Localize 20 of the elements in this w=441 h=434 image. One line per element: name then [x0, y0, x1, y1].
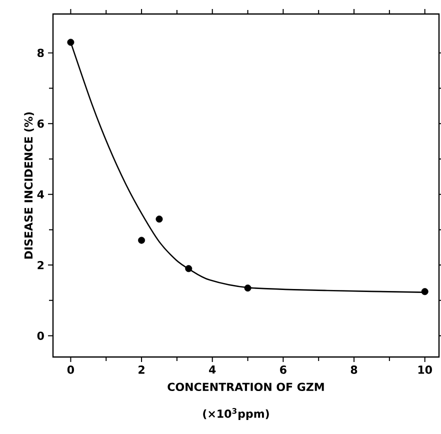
- y-tick-label: 6: [37, 119, 44, 128]
- x-tick-label: 4: [209, 366, 216, 374]
- x-tick-label: 0: [67, 366, 74, 374]
- text: (×10$^{3}$ppm): [203, 408, 269, 420]
- point: [185, 265, 192, 272]
- x-tick-label: 6: [280, 366, 286, 374]
- y-tick-label: 2: [38, 260, 44, 270]
- point: [421, 288, 428, 296]
- x-tick-label: 8: [350, 366, 358, 374]
- x-tick-label: 2: [138, 366, 144, 374]
- point: [156, 216, 163, 223]
- y-axis-title: DISEASE INCIDENCE (%): [24, 112, 34, 259]
- point: [244, 284, 252, 292]
- y-tick-label: 8: [37, 48, 44, 58]
- x-axis-title: CONCENTRATION OF GZM: [168, 382, 324, 392]
- point: [67, 38, 74, 46]
- y-tick-label: 0: [37, 332, 44, 340]
- point: [138, 236, 146, 244]
- x-tick-label: 10: [418, 366, 432, 374]
- y-tick-label: 4: [37, 190, 44, 198]
